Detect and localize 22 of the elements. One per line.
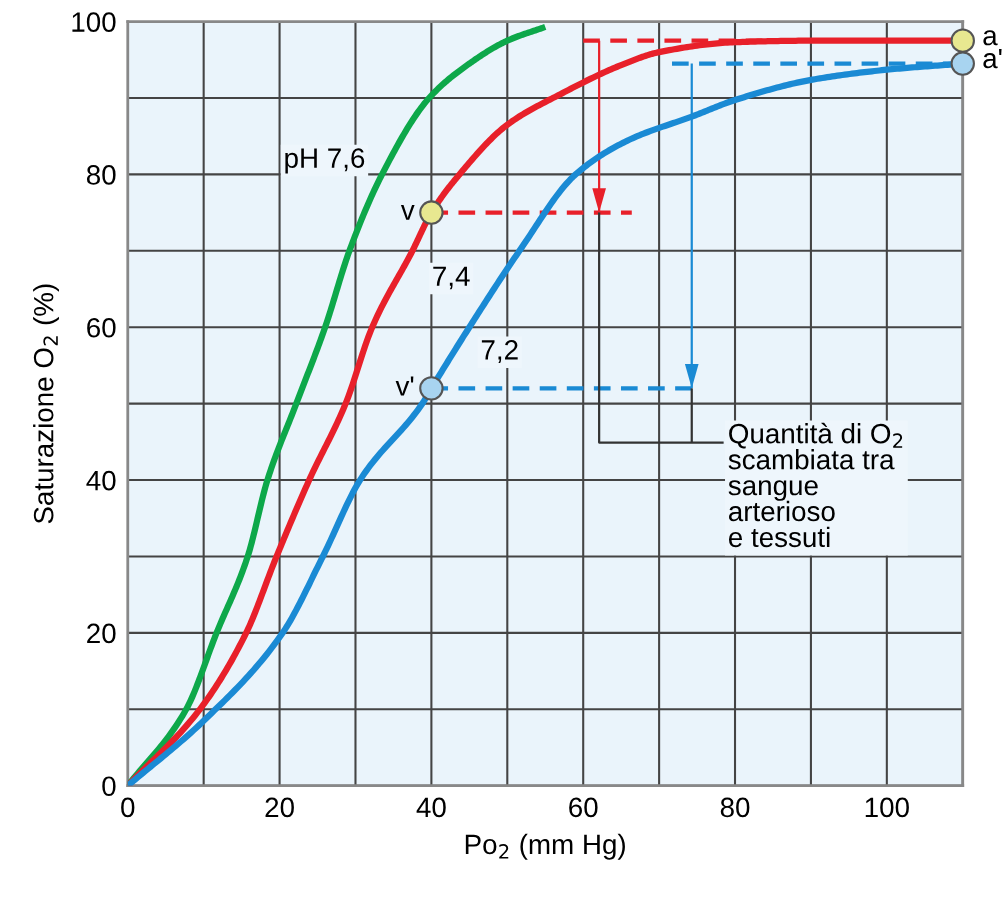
x-tick-label: 20 xyxy=(265,797,294,818)
y-tick-label: 20 xyxy=(87,623,116,644)
series-label: 7,4 xyxy=(433,266,470,290)
x-tick-label: 40 xyxy=(416,797,446,818)
y-tick-label: 60 xyxy=(87,317,116,338)
series-label: pH 7,6 xyxy=(285,148,365,174)
annotation: a' xyxy=(983,48,1002,69)
y-tick-label: 100 xyxy=(72,12,116,32)
x-tick-label: 80 xyxy=(720,797,750,818)
y-axis-title: Saturazione O$_{2}$ (%) xyxy=(33,284,59,524)
y-tick-label: 0 xyxy=(102,776,116,797)
x-tick-label: 0 xyxy=(121,797,135,818)
x-tick-label: 100 xyxy=(865,797,909,818)
x-tick-label: 60 xyxy=(569,797,598,818)
annotation: Quantità di O$_{2}$ scambiata tra sangue arterioso e tessuti xyxy=(728,422,903,548)
x-axis-title: Po$_{2}$ (mm Hg) xyxy=(465,833,625,860)
annotation: a xyxy=(983,30,998,46)
series-label: 7,2 xyxy=(481,340,518,363)
y-tick-label: 40 xyxy=(86,470,116,491)
annotation: v' xyxy=(395,376,414,396)
y-tick-label: 80 xyxy=(86,165,116,185)
annotation: v xyxy=(400,205,415,220)
